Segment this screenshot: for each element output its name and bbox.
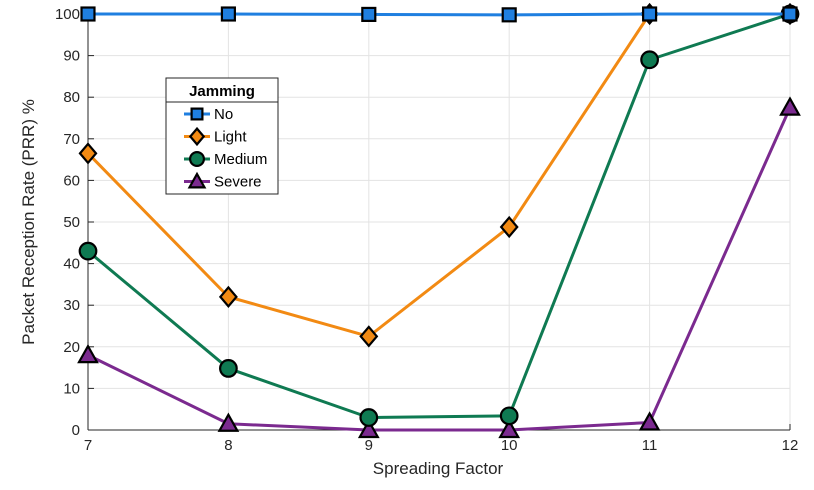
data-point-no [80,6,96,22]
legend-label: No [214,106,233,123]
data-point-medium [78,241,98,261]
y-tick-label: 30 [63,297,80,314]
grid [87,13,791,431]
y-tick-label: 10 [63,380,80,397]
y-tick-label: 70 [63,131,80,148]
y-tick-label: 50 [63,214,80,231]
y-axis-title: Packet Reception Rate (PRR) % [19,99,38,345]
data-point-medium [499,406,519,426]
data-point-medium [219,359,238,378]
legend-box [165,77,279,195]
x-tick-label: 7 [84,437,92,454]
x-tick-label: 8 [224,437,232,454]
y-tick-label: 100 [55,6,80,23]
legend-entry-severe: Severe [184,171,262,191]
x-tick-label: 12 [782,437,799,454]
series-no [80,6,798,23]
x-tick-label: 10 [501,437,518,454]
series-line-medium [87,12,791,420]
axes: 7 8 9 10 11 12 0 10 20 30 40 50 60 70 80 90 100 [55,6,798,454]
data-point-severe [498,418,521,439]
y-tick-label: 40 [63,256,80,273]
data-point-no [501,7,517,23]
data-point-medium [359,408,379,427]
y-tick-label: 0 [72,422,80,439]
legend-marker-no [190,107,204,121]
x-tick-label: 9 [365,437,373,454]
data-point-severe [638,411,661,431]
data-point-no [361,6,377,22]
series-line-no [88,12,790,17]
data-point-severe [357,418,380,439]
y-tick-label: 80 [63,89,80,106]
series-group [77,2,801,439]
data-point-medium [640,50,659,70]
legend-label: Light [214,129,247,146]
legend-label: Severe [214,174,262,191]
legend-label: Medium [214,151,267,168]
y-tick-label: 20 [63,339,80,356]
data-point-light [499,215,519,239]
legend: Jamming No Light Medium Severe [165,77,279,195]
data-point-no [220,6,236,22]
legend-entry-medium: Medium [184,151,267,168]
data-point-severe [77,343,99,364]
y-tick-label: 90 [63,48,80,65]
legend-entry-light: Light [184,126,247,147]
data-point-light [359,325,379,348]
data-point-severe [217,412,240,432]
x-axis-title: Spreading Factor [373,459,504,478]
legend-marker-medium [189,151,206,168]
data-point-light [218,285,238,309]
series-severe [77,96,801,439]
data-point-no [642,6,658,22]
data-point-severe [779,96,801,116]
legend-marker-light [188,126,206,147]
legend-title: Jamming [189,83,255,100]
data-point-light [78,142,98,165]
legend-entry-no: No [184,106,233,123]
y-tick-label: 60 [63,172,80,189]
series-line-severe [87,106,792,432]
data-point-no [782,6,798,22]
legend-marker-severe [187,171,207,189]
x-tick-label: 11 [642,437,658,454]
series-medium [78,4,800,427]
